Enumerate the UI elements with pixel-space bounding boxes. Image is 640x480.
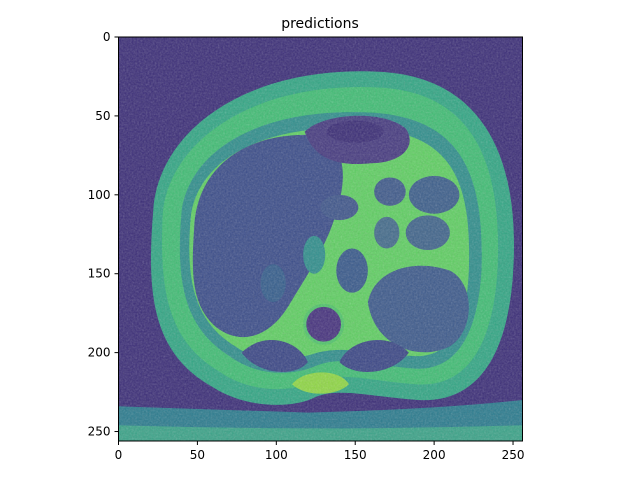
x-tick-label: 150 — [344, 448, 367, 462]
chart-title: predictions — [281, 16, 359, 32]
y-tick-label: 50 — [95, 109, 110, 123]
y-tick-label: 100 — [88, 188, 111, 202]
x-tick-label: 50 — [190, 448, 205, 462]
x-tick-label: 100 — [265, 448, 288, 462]
x-tick-label: 250 — [502, 448, 525, 462]
y-tick-label: 150 — [88, 267, 111, 281]
y-axis: 0 50 100 150 200 250 — [88, 30, 119, 439]
ct-image — [118, 37, 523, 441]
axes-frame — [118, 36, 523, 442]
y-tick-label: 250 — [88, 425, 111, 439]
x-tick-label: 0 — [115, 448, 123, 462]
y-tick-label: 0 — [103, 30, 111, 44]
y-tick-label: 200 — [88, 346, 111, 360]
x-tick-label: 200 — [423, 448, 446, 462]
noise-texture — [118, 37, 523, 441]
x-axis: 0 50 100 150 200 250 — [115, 441, 525, 462]
